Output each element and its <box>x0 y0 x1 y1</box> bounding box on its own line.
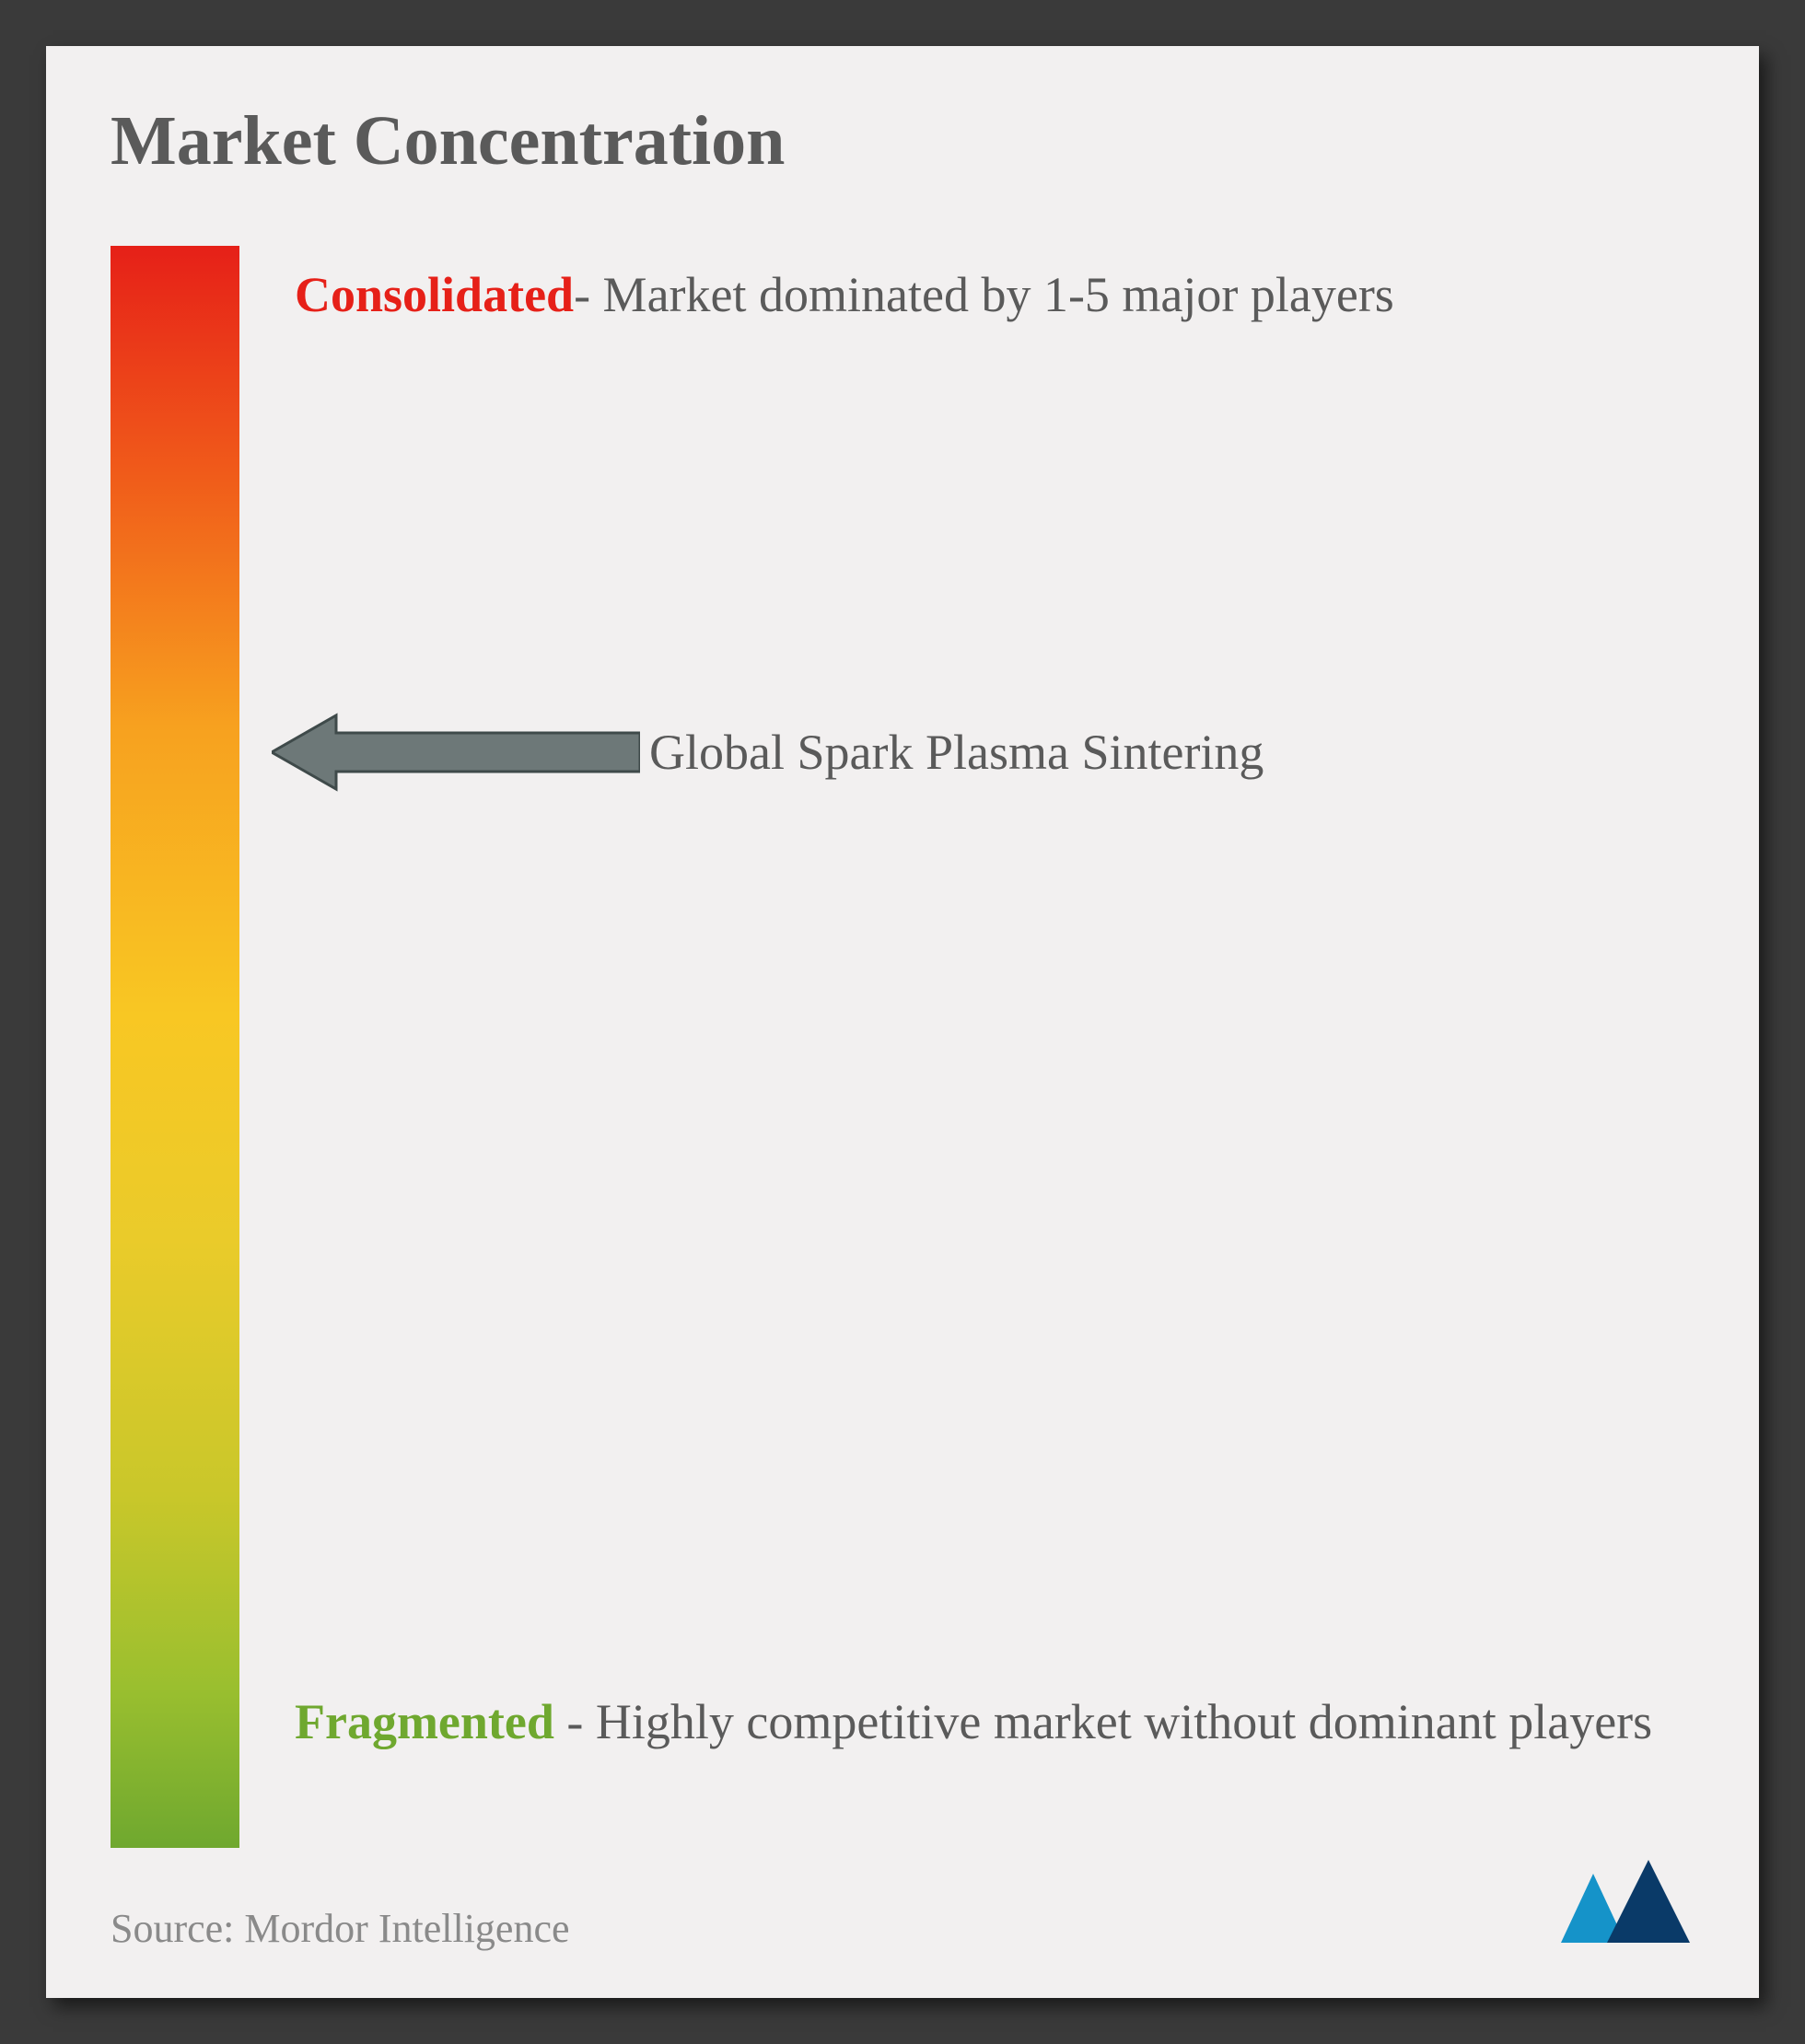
fragmented-desc: - Highly competitive market without domi… <box>554 1694 1652 1749</box>
footer: Source: Mordor Intelligence <box>111 1851 1694 1952</box>
fragmented-label: Fragmented - Highly competitive market w… <box>295 1682 1658 1761</box>
chart-title: Market Concentration <box>111 101 1694 181</box>
consolidated-label: Consolidated- Market dominated by 1-5 ma… <box>295 255 1658 334</box>
brand-logo <box>1556 1851 1694 1952</box>
pointer-label: Global Spark Plasma Sintering <box>649 724 1264 781</box>
chart-content: Consolidated- Market dominated by 1-5 ma… <box>111 246 1694 1823</box>
fragmented-lead: Fragmented <box>295 1694 554 1749</box>
infographic-card: Market Concentration Consolidated- Marke… <box>46 46 1759 1998</box>
market-pointer: Global Spark Plasma Sintering <box>272 711 1264 794</box>
source-text: Source: Mordor Intelligence <box>111 1905 570 1952</box>
consolidated-lead: Consolidated <box>295 267 574 322</box>
consolidated-desc: - Market dominated by 1-5 major players <box>574 267 1394 322</box>
concentration-scale-bar <box>111 246 239 1848</box>
arrow-left-icon <box>272 711 640 794</box>
